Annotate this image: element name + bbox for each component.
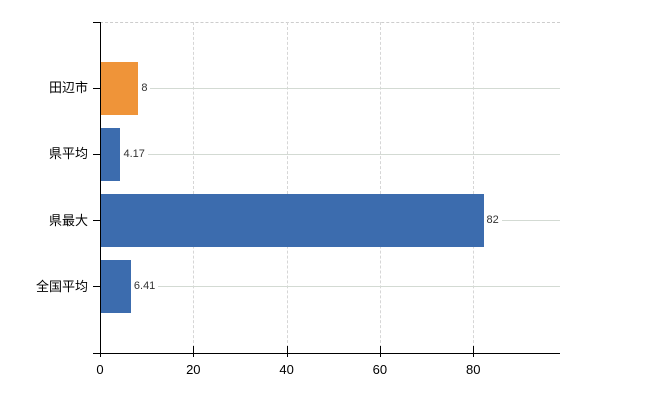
bar-県最大 <box>101 194 484 248</box>
category-label-1: 田辺市 <box>48 80 88 96</box>
vertical-gridline <box>379 22 381 353</box>
bar-value-label: 8 <box>138 61 151 115</box>
vertical-gridline <box>193 22 195 353</box>
bar-value-label: 4.17 <box>120 127 148 181</box>
bar-value-label: 82 <box>483 194 502 248</box>
y-axis-category-tick <box>93 87 100 89</box>
x-axis-line <box>93 353 560 354</box>
y-axis-category-tick <box>93 220 100 222</box>
x-tick-label-60: 60 <box>372 362 388 377</box>
bar-田辺市 <box>101 61 139 115</box>
x-axis-tick <box>379 346 381 357</box>
plot-top-border <box>100 22 560 23</box>
y-axis-end-tick <box>93 22 100 23</box>
vertical-gridline <box>286 22 288 353</box>
category-label-2: 県平均 <box>48 146 88 162</box>
x-axis-tick <box>473 346 475 357</box>
category-gridline <box>100 87 560 89</box>
bar-県平均 <box>101 127 121 181</box>
y-axis-line <box>100 22 101 357</box>
x-tick-label-80: 80 <box>465 362 481 377</box>
x-axis-tick <box>286 346 288 357</box>
x-tick-label-0: 0 <box>96 362 104 377</box>
y-axis-category-tick <box>93 286 100 288</box>
x-axis-tick <box>193 346 195 357</box>
x-axis-tick <box>100 346 101 357</box>
category-label-4: 全国平均 <box>35 278 88 294</box>
category-gridline <box>100 153 560 155</box>
bar-value-label: 6.41 <box>130 260 159 314</box>
vertical-gridline <box>473 22 475 353</box>
bar-全国平均 <box>101 260 131 314</box>
y-axis-category-tick <box>93 153 100 155</box>
x-tick-label-40: 40 <box>279 362 294 377</box>
x-tick-label-20: 20 <box>186 362 201 377</box>
category-gridline <box>100 286 560 288</box>
category-label-3: 県最大 <box>48 212 88 228</box>
